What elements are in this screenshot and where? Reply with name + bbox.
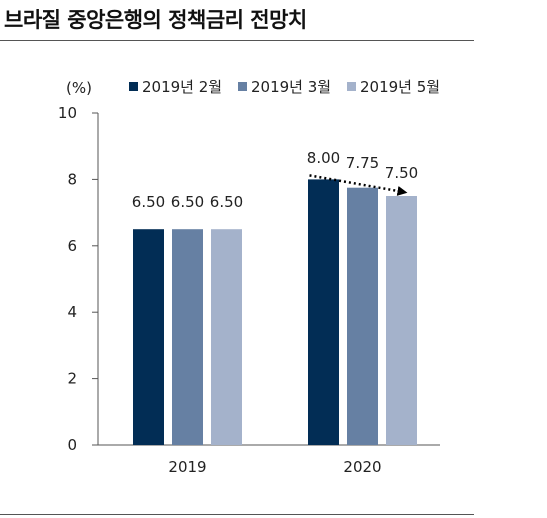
y-tick-label: 8 bbox=[67, 170, 77, 188]
y-axis-unit: (%) bbox=[66, 79, 92, 97]
data-labels: 6.50 6.50 6.50 8.00 7.75 7.50 bbox=[132, 149, 418, 211]
legend-swatch bbox=[347, 82, 356, 91]
data-label: 6.50 bbox=[132, 193, 165, 211]
x-tick-label: 2019 bbox=[168, 458, 206, 476]
legend-swatch bbox=[129, 82, 138, 91]
bar bbox=[347, 187, 378, 445]
legend: 2019년 2월 2019년 3월 2019년 5월 bbox=[129, 78, 440, 96]
legend-swatch bbox=[238, 82, 247, 91]
bar bbox=[133, 229, 164, 445]
axes: 0 2 4 6 8 10 2019 2020 bbox=[58, 104, 440, 476]
y-tick-label: 4 bbox=[67, 303, 77, 321]
y-tick-label: 2 bbox=[67, 370, 77, 388]
data-label: 6.50 bbox=[210, 193, 243, 211]
data-label: 8.00 bbox=[307, 149, 340, 167]
legend-label: 2019년 3월 bbox=[251, 78, 331, 96]
bottom-divider bbox=[0, 514, 474, 515]
legend-label: 2019년 5월 bbox=[360, 78, 440, 96]
y-tick-label: 6 bbox=[67, 237, 77, 255]
x-tick-label: 2020 bbox=[343, 458, 381, 476]
bar bbox=[211, 229, 242, 445]
bar bbox=[308, 179, 339, 445]
bar bbox=[172, 229, 203, 445]
bar bbox=[386, 196, 417, 445]
y-tick-label: 0 bbox=[67, 436, 77, 454]
trend-arrow bbox=[309, 174, 408, 196]
title-divider bbox=[0, 40, 474, 41]
chart-title: 브라질 중앙은행의 정책금리 전망치 bbox=[4, 8, 307, 32]
y-tick-label: 10 bbox=[58, 104, 77, 122]
annotations bbox=[309, 174, 408, 196]
legend-label: 2019년 2월 bbox=[142, 78, 222, 96]
bars bbox=[133, 179, 417, 445]
data-label: 6.50 bbox=[171, 193, 204, 211]
data-label: 7.75 bbox=[346, 154, 379, 172]
data-label: 7.50 bbox=[385, 164, 418, 182]
